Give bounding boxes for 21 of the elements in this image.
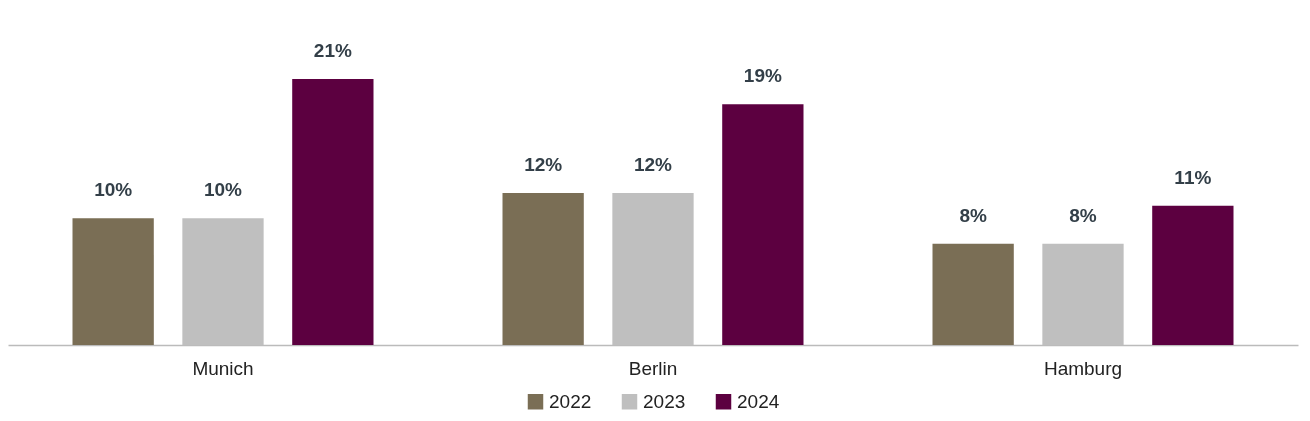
bar [502, 193, 584, 345]
data-label: 19% [743, 65, 782, 87]
x-tick-label: Berlin [628, 357, 678, 379]
legend-label: 2024 [737, 390, 780, 412]
legend-label: 2022 [549, 390, 592, 412]
bar [292, 79, 374, 345]
bar [932, 243, 1014, 345]
data-label: 8% [959, 204, 987, 226]
data-label: 10% [203, 179, 243, 201]
data-label: 8% [1069, 204, 1097, 226]
data-label: 12% [524, 154, 563, 175]
bar [1152, 205, 1234, 345]
data-label: 11% [1174, 166, 1212, 188]
x-tick-label: Hamburg [1043, 357, 1123, 379]
data-label: 10% [94, 179, 133, 201]
bar [722, 104, 804, 345]
bar [72, 218, 154, 345]
legend-label: 2023 [643, 390, 686, 412]
x-tick-label: Munich [192, 357, 254, 379]
data-label: 21% [313, 40, 352, 61]
data-label: 12% [633, 154, 673, 175]
